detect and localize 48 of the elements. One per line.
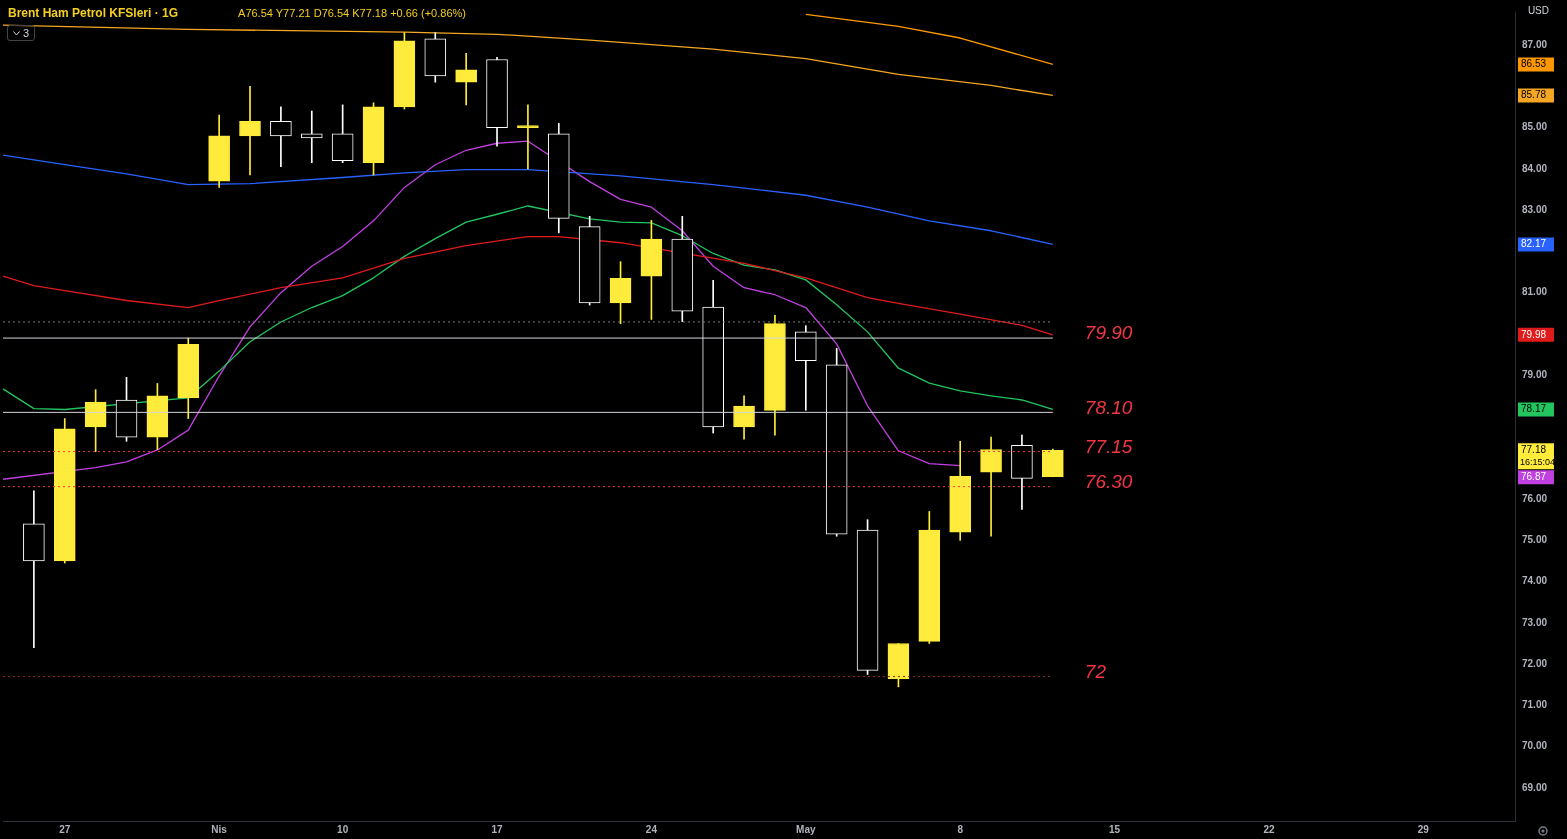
y-tick-label: 87.00 <box>1521 38 1548 50</box>
x-tick-label: 22 <box>1263 823 1275 835</box>
y-tick-label: 83.00 <box>1521 203 1548 215</box>
ref-line-label: 72 <box>1084 660 1107 682</box>
x-tick-label: 15 <box>1109 823 1121 835</box>
text: 78.17 <box>1520 403 1547 415</box>
y-tick-label: 73.00 <box>1521 616 1548 628</box>
candlestick <box>239 85 261 176</box>
text: 16:15:04 <box>1519 456 1556 467</box>
y-tick-label: 71.00 <box>1521 699 1548 711</box>
candlestick <box>270 106 292 168</box>
text: 85.78 <box>1520 89 1547 101</box>
ref-line-label: 78.10 <box>1084 396 1133 418</box>
text: USD <box>1527 5 1549 16</box>
text: 77.18 <box>1520 444 1547 456</box>
candlestick <box>980 436 1002 537</box>
x-tick-label: 17 <box>491 823 504 835</box>
candlestick <box>300 110 323 163</box>
text: 86.53 <box>1520 58 1547 70</box>
candlestick <box>455 52 477 106</box>
x-tick-label: 24 <box>645 823 658 835</box>
x-tick-label: May <box>796 823 816 835</box>
y-tick-label: 70.00 <box>1521 740 1548 752</box>
y-tick-label: 81.00 <box>1521 286 1548 298</box>
text: 82.17 <box>1520 238 1547 250</box>
x-tick-label: 8 <box>957 823 964 835</box>
chart-subtitle: A76.54 Y77.21 D76.54 K77.18 +0.66 (+0.86%) <box>238 7 466 19</box>
y-tick-label: 76.00 <box>1521 492 1548 504</box>
candlestick <box>23 490 45 648</box>
text: 76.87 <box>1520 471 1547 483</box>
ref-line-label: 79.90 <box>1084 322 1133 344</box>
x-tick-label: 10 <box>337 823 349 835</box>
y-tick-label: 75.00 <box>1521 534 1548 546</box>
x-tick-label: Nis <box>211 823 228 835</box>
y-tick-label: 85.00 <box>1521 121 1548 133</box>
ref-line-label: 77.15 <box>1084 435 1133 457</box>
candlestick <box>517 104 539 170</box>
y-tick-label: 74.00 <box>1521 575 1548 587</box>
annotation: 3 <box>23 27 30 39</box>
x-tick-label: 29 <box>1417 823 1430 835</box>
chart-title: Brent Ham Petrol KFSleri · 1G <box>8 6 179 20</box>
y-tick-label: 79.00 <box>1521 368 1548 380</box>
y-tick-label: 69.00 <box>1521 781 1548 793</box>
x-tick-label: 27 <box>59 823 71 835</box>
y-tick-label: 72.00 <box>1521 657 1548 669</box>
text: 79.98 <box>1520 328 1547 340</box>
ref-line-label: 76.30 <box>1084 470 1133 492</box>
y-tick-label: 84.00 <box>1521 162 1548 174</box>
